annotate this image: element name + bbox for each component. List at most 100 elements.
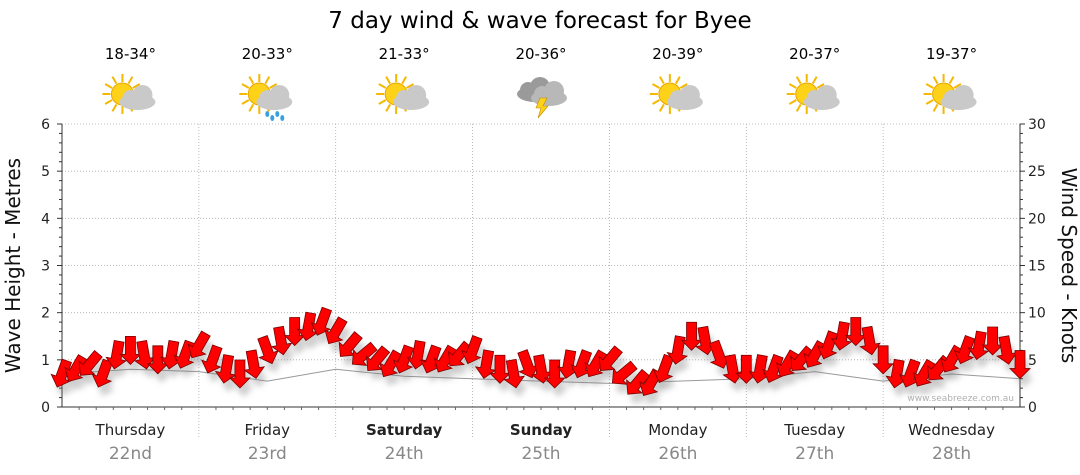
day-label: Thursday <box>95 421 166 439</box>
temp-range-label: 20-37° <box>789 45 840 63</box>
wind-arrow <box>830 321 853 351</box>
sun-ray <box>932 76 939 85</box>
sun-ray <box>652 99 660 105</box>
day-label: Monday <box>648 421 707 439</box>
wind-arrow <box>967 330 990 361</box>
left-tick-label: 6 <box>41 117 50 133</box>
sun-ray <box>652 83 660 89</box>
partly-cloudy-sun-icon <box>649 74 703 114</box>
y-right-title: Wind Speed - Knots <box>1057 168 1080 364</box>
wind-arrow <box>146 345 169 375</box>
sun-ray <box>264 76 271 85</box>
wind-arrow <box>461 335 483 365</box>
wind-arrow <box>912 358 937 387</box>
temp-range-label: 21-33° <box>379 45 430 63</box>
wind-arrow <box>872 345 895 375</box>
sun-ray <box>953 83 962 89</box>
wind-arrow <box>50 358 72 388</box>
wind-arrow <box>366 345 391 371</box>
wind-arrow <box>953 335 976 365</box>
wind-arrow <box>270 325 293 356</box>
sun-ray <box>658 103 665 112</box>
cloud-shape <box>393 85 430 110</box>
date-label: 22nd <box>109 444 152 464</box>
date-label: 25th <box>521 444 560 464</box>
sun-ray <box>679 83 688 89</box>
wind-arrow <box>570 349 593 379</box>
sun-ray <box>127 76 134 85</box>
left-tick-label: 5 <box>41 164 50 180</box>
wind-arrows <box>50 306 1031 397</box>
wind-arrow <box>666 335 689 365</box>
sun-ray <box>111 103 118 112</box>
wind-arrow <box>598 345 623 371</box>
rain-drop <box>280 115 285 121</box>
right-tick-label: 0 <box>1028 400 1037 416</box>
temp-range-label: 18-34° <box>105 45 156 63</box>
wind-arrow <box>503 358 526 389</box>
sun-ray <box>385 103 392 112</box>
chart-title: 7 day wind & wave forecast for Byee <box>328 8 751 34</box>
wind-arrow <box>996 335 1018 365</box>
sun-ray <box>269 83 278 89</box>
wind-arrow <box>680 321 703 351</box>
sun-ray <box>401 76 408 85</box>
sun-ray <box>248 76 255 85</box>
cloud-shape <box>803 85 840 110</box>
wind-arrow <box>448 340 473 367</box>
wind-arrow <box>201 344 223 374</box>
sun-ray <box>241 83 250 89</box>
rain-drop <box>265 111 270 117</box>
wind-arrow <box>776 349 800 378</box>
wind-arrow-shadow <box>603 354 627 380</box>
wind-arrow <box>133 339 156 370</box>
wind-arrow <box>296 311 319 342</box>
temp-range-label: 20-33° <box>242 45 293 63</box>
day-label: Friday <box>245 421 291 439</box>
thunderstorm-cloud-icon <box>517 77 567 119</box>
partly-cloudy-sun-icon <box>786 74 840 114</box>
wind-arrow <box>392 344 415 374</box>
rain-showers-sun-icon <box>239 74 293 121</box>
sun-ray <box>241 99 250 105</box>
sun-ray <box>788 83 797 89</box>
cloud-shape <box>940 85 977 110</box>
sun-ray <box>104 99 113 105</box>
sun-ray <box>132 83 141 89</box>
date-label: 27th <box>795 444 834 464</box>
wind-arrow <box>310 306 333 336</box>
wind-arrow <box>859 325 881 356</box>
sun-ray <box>925 83 934 89</box>
wind-arrow <box>898 358 921 388</box>
sun-ray <box>674 76 681 85</box>
sun-ray <box>811 76 818 85</box>
date-label: 24th <box>385 444 424 464</box>
y-left-title: Wave Height - Metres <box>1 158 25 373</box>
wind-arrow <box>91 358 114 388</box>
sun-ray <box>248 103 255 112</box>
sun-ray <box>795 103 802 112</box>
day-label: Sunday <box>510 421 573 439</box>
sun-ray <box>658 76 665 85</box>
wind-arrow <box>762 353 784 383</box>
wind-arrow <box>474 349 497 379</box>
temp-range-label: 20-39° <box>652 45 703 63</box>
right-ticks: 0 5 10 15 20 25 30 <box>1020 117 1046 416</box>
right-tick-label: 10 <box>1028 306 1046 322</box>
sun-ray <box>111 76 118 85</box>
right-tick-label: 15 <box>1028 259 1046 275</box>
wind-arrow <box>722 354 745 384</box>
day-label: Saturday <box>366 421 443 439</box>
day-label: Tuesday <box>783 421 845 439</box>
wind-arrow <box>283 317 306 347</box>
wind-arrow <box>433 344 458 373</box>
wind-arrow <box>488 354 511 384</box>
right-tick-label: 25 <box>1028 164 1046 180</box>
day-label: Wednesday <box>908 421 995 439</box>
partly-cloudy-sun-icon <box>102 74 156 114</box>
right-tick-label: 20 <box>1028 211 1046 227</box>
wind-arrow <box>981 326 1004 356</box>
wind-arrow <box>844 317 867 347</box>
wind-arrow <box>214 354 237 384</box>
sun-ray <box>104 83 113 89</box>
